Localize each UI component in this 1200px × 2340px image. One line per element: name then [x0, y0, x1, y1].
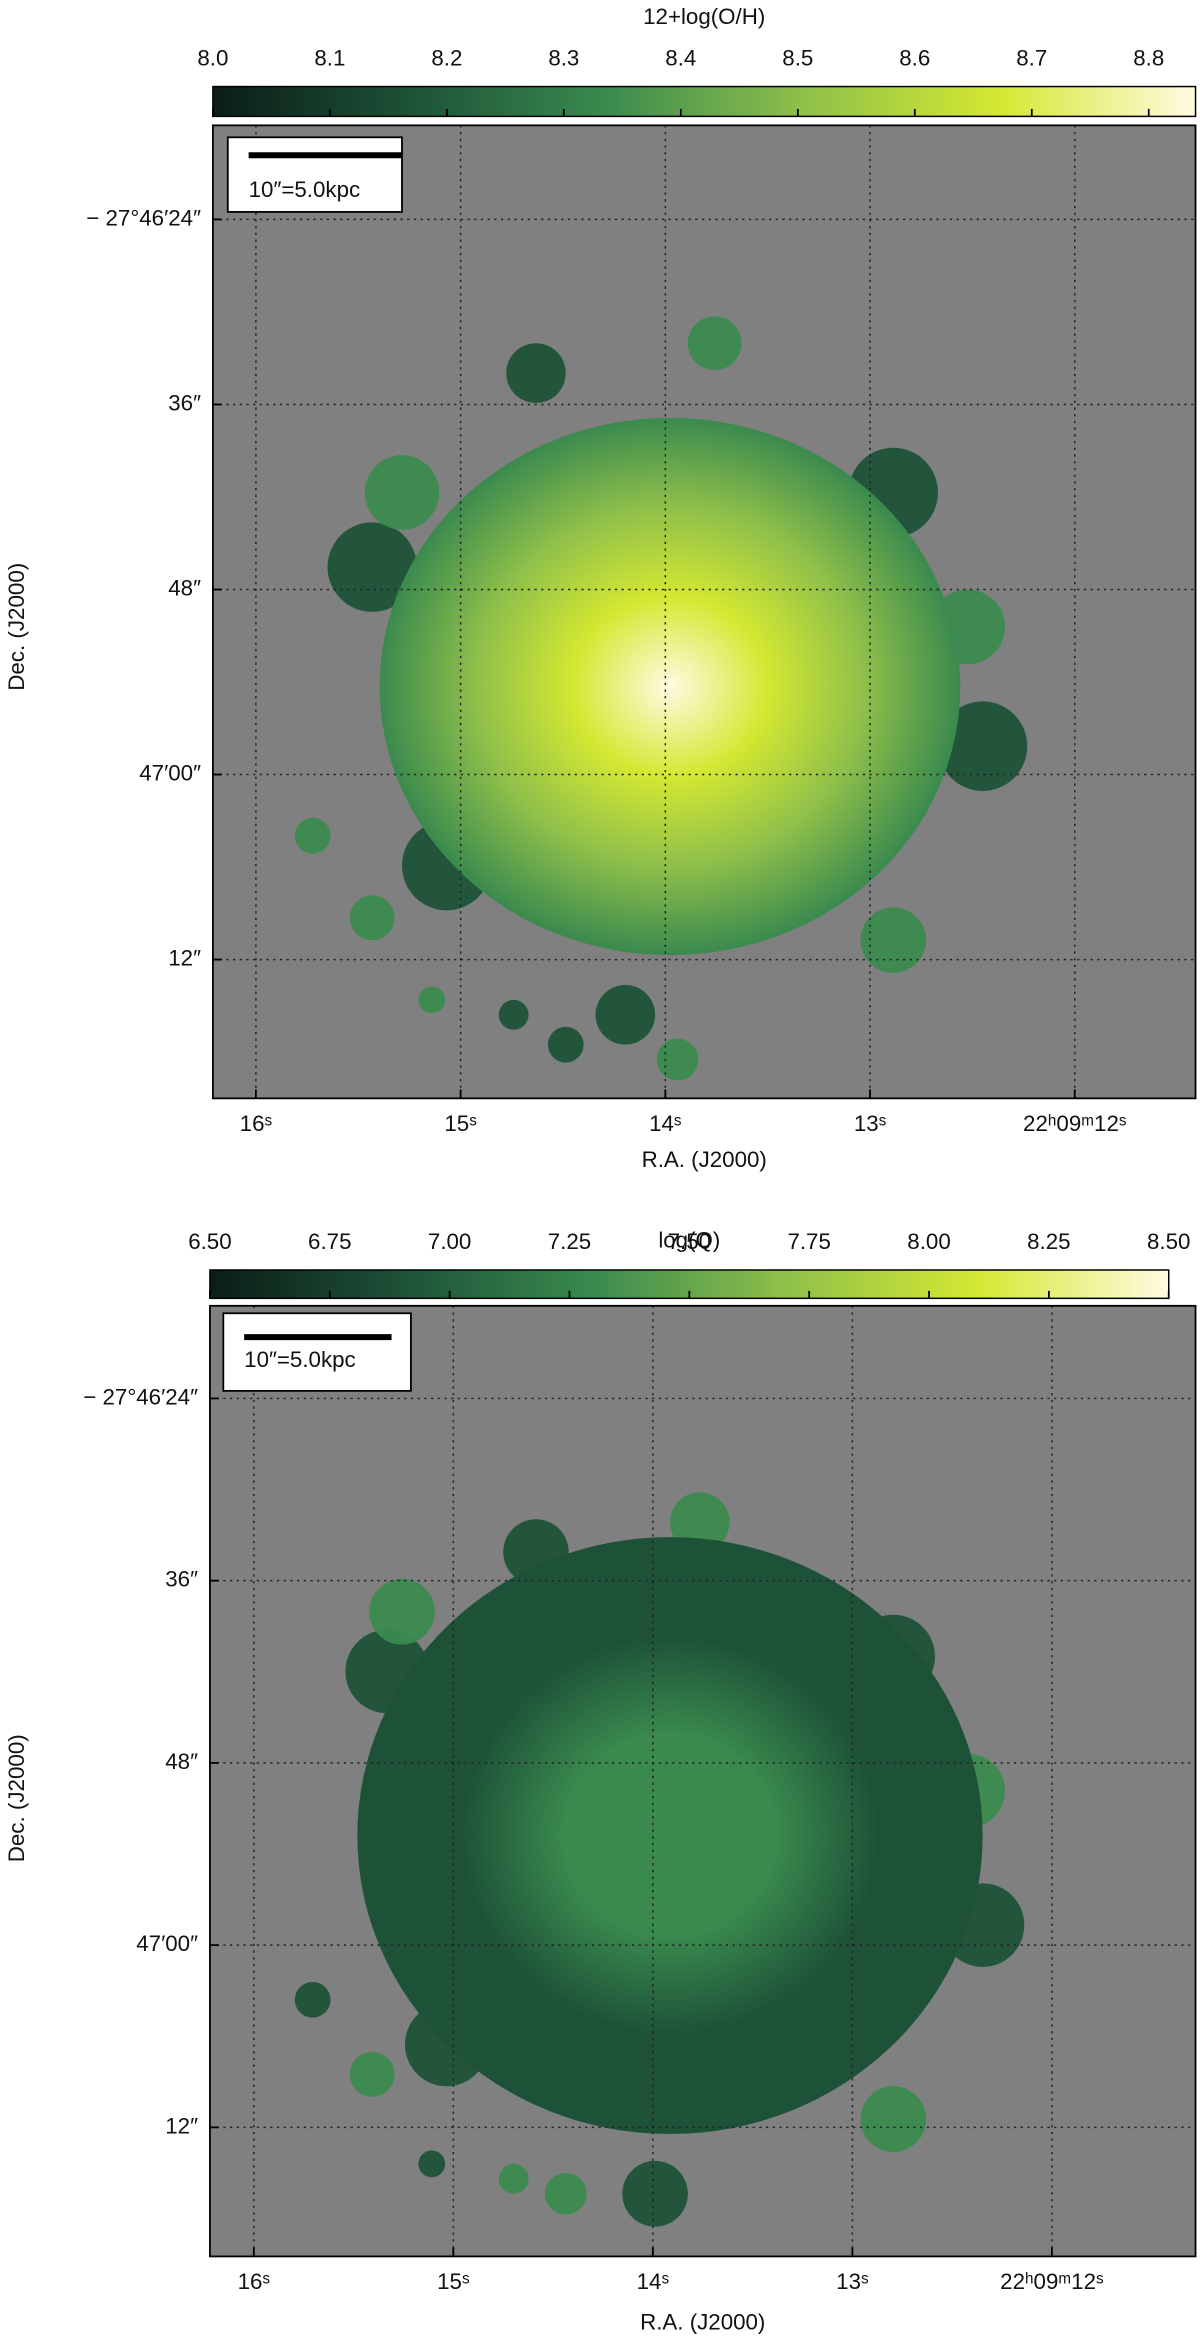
emission-map: [294, 1492, 1025, 2227]
colorbar-tick-label: 8.1: [314, 46, 345, 71]
colorbar-tick-label: 6.50: [188, 1229, 231, 1254]
colorbar-tick-label: 6.75: [308, 1229, 351, 1254]
y-tick-label: − 27°46′24″: [86, 205, 201, 230]
emission-core: [357, 1537, 983, 2135]
colorbar: [212, 85, 1197, 118]
colorbar-tick-label: 8.50: [1147, 1229, 1190, 1254]
scalebar-box: [222, 1312, 412, 1392]
colorbar-label: 12+log(O/H): [643, 4, 765, 29]
map-frame: [209, 1304, 1197, 2258]
emission-patch: [349, 2051, 395, 2097]
emission-patch: [294, 817, 331, 854]
colorbar-tick-label: 7.00: [428, 1229, 471, 1254]
colorbar-tick-label: 8.0: [197, 46, 228, 71]
colorbar-tick-label: 8.7: [1016, 46, 1047, 71]
emission-patch: [418, 2150, 446, 2178]
x-tick-label: 16ˢ: [238, 2269, 271, 2294]
y-tick-label: 36″: [165, 1567, 198, 1592]
colorbar-tick-label: 8.8: [1133, 46, 1164, 71]
emission-patch: [622, 2160, 688, 2227]
x-tick-label: 22ʰ09ᵐ12ˢ: [1000, 2269, 1104, 2294]
emission-patch: [656, 1038, 699, 1081]
scalebar-label: 10″=5.0kpc: [244, 1347, 356, 1372]
y-tick-label: 12″: [165, 2113, 198, 2138]
x-tick-label: 14ˢ: [637, 2269, 670, 2294]
emission-core: [379, 417, 961, 956]
y-axis-label: Dec. (J2000): [4, 563, 29, 691]
y-axis-label: Dec. (J2000): [4, 1734, 29, 1862]
colorbar-tick-label: 8.5: [782, 46, 813, 71]
emission-patch: [498, 2163, 529, 2194]
x-tick-label: 15ˢ: [437, 2269, 470, 2294]
x-tick-label: 13ˢ: [836, 2269, 869, 2294]
colorbar-tick-label: 7.75: [787, 1229, 830, 1254]
colorbar-tick-label: 8.3: [548, 46, 579, 71]
y-tick-label: 12″: [168, 945, 201, 970]
colorbar-tick-label: 8.4: [665, 46, 696, 71]
y-tick-label: 47′00″: [139, 760, 201, 785]
emission-patch: [498, 999, 529, 1030]
emission-patch: [418, 986, 446, 1014]
scalebar-box: [226, 136, 403, 213]
x-axis-label: R.A. (J2000): [640, 2309, 765, 2334]
emission-patch: [669, 1492, 730, 1553]
emission-patch: [595, 984, 656, 1045]
y-tick-label: − 27°46′24″: [83, 1384, 198, 1409]
x-axis-label: R.A. (J2000): [642, 1147, 767, 1172]
colorbar-label: log(Q): [658, 1228, 720, 1253]
y-tick-label: 48″: [168, 575, 201, 600]
emission-patch: [547, 1026, 584, 1063]
emission-patch: [349, 895, 395, 941]
emission-patch: [369, 1578, 435, 1645]
colorbar-tick-label: 8.00: [907, 1229, 950, 1254]
y-tick-label: 36″: [168, 390, 201, 415]
emission-patch: [860, 2086, 927, 2152]
y-tick-label: 48″: [165, 1749, 198, 1774]
emission-patch: [687, 316, 742, 371]
x-tick-label: 22ʰ09ᵐ12ˢ: [1023, 1111, 1127, 1136]
colorbar-tick-label: 8.25: [1027, 1229, 1070, 1254]
colorbar-tick-label: 8.2: [431, 46, 462, 71]
emission-patch: [860, 907, 927, 974]
map-frame: [212, 124, 1197, 1100]
emission-patch: [364, 455, 440, 530]
x-tick-label: 16ˢ: [240, 1111, 273, 1136]
emission-patch: [506, 343, 566, 403]
x-tick-label: 15ˢ: [444, 1111, 477, 1136]
x-tick-label: 14ˢ: [649, 1111, 682, 1136]
colorbar-tick-label: 7.50: [668, 1229, 711, 1254]
emission-patch: [544, 2172, 587, 2215]
y-tick-label: 47′00″: [136, 1931, 198, 1956]
x-tick-label: 13ˢ: [854, 1111, 887, 1136]
colorbar-tick-label: 8.6: [899, 46, 930, 71]
colorbar-tick-label: 7.25: [548, 1229, 591, 1254]
emission-patch: [937, 701, 1028, 791]
emission-patch: [294, 1981, 331, 2018]
scalebar-label: 10″=5.0kpc: [249, 177, 361, 202]
